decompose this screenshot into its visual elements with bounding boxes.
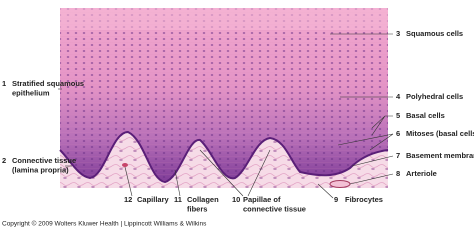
leader-line bbox=[317, 183, 334, 199]
label-text: (lamina propria) bbox=[12, 165, 69, 174]
label-text: Squamous cells bbox=[406, 29, 463, 38]
label-text: Capillary bbox=[137, 195, 170, 204]
leader-line bbox=[349, 173, 394, 185]
label-text: Arteriole bbox=[406, 169, 437, 178]
label-text: connective tissue bbox=[243, 204, 306, 213]
label-number: 8 bbox=[396, 169, 400, 178]
micrograph bbox=[59, 8, 389, 188]
label-number: 11 bbox=[174, 195, 182, 204]
leader-line bbox=[337, 133, 394, 151]
label-text: Basement membrane bbox=[406, 151, 474, 160]
surface-layer bbox=[60, 8, 388, 30]
label-text: Mitoses (basal cells) bbox=[406, 129, 474, 138]
label-text: Papillae of bbox=[243, 195, 281, 204]
label-number: 6 bbox=[396, 129, 400, 138]
label-text: Connective tissue bbox=[12, 156, 76, 165]
label-number: 4 bbox=[396, 92, 401, 101]
leader-line bbox=[351, 155, 394, 167]
label-number: 12 bbox=[124, 195, 132, 204]
label-text: fibers bbox=[187, 204, 207, 213]
basement-membrane bbox=[59, 130, 389, 184]
label-number: 1 bbox=[2, 79, 6, 88]
label-text: Basal cells bbox=[406, 111, 445, 120]
arteriole bbox=[329, 180, 351, 188]
label-number: 3 bbox=[396, 29, 400, 38]
label-text: Fibrocytes bbox=[345, 195, 383, 204]
cell-texture bbox=[60, 8, 388, 182]
copyright: Copyright © 2009 Wolters Kluwer Health |… bbox=[2, 220, 207, 228]
leader-line bbox=[174, 169, 181, 197]
leader-line bbox=[124, 166, 133, 197]
label-text: Stratified squamous bbox=[12, 79, 84, 88]
leader-line bbox=[199, 149, 271, 197]
label-number: 5 bbox=[396, 111, 400, 120]
label-number: 9 bbox=[334, 195, 338, 204]
label-number: 10 bbox=[232, 195, 240, 204]
leader-line bbox=[371, 115, 393, 136]
label-number: 7 bbox=[396, 151, 400, 160]
label-text: Polyhedral cells bbox=[406, 92, 463, 101]
label-text: epithelium bbox=[12, 88, 50, 97]
label-text: Collagen bbox=[187, 195, 219, 204]
capillary bbox=[122, 163, 128, 167]
label-number: 2 bbox=[2, 156, 6, 165]
leader-lines bbox=[58, 33, 394, 199]
